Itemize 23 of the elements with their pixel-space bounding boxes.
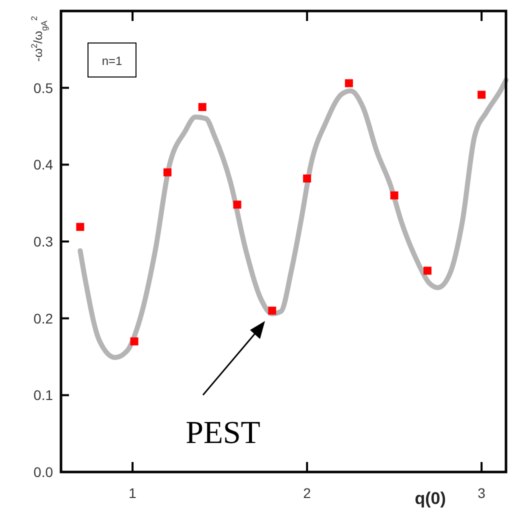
x-tick-label: 3 — [478, 485, 486, 501]
point — [303, 174, 312, 182]
y-tick-label: 0.2 — [34, 310, 54, 326]
y-tick-label: 0.0 — [34, 464, 54, 480]
point — [344, 79, 353, 88]
x-tick-label: 1 — [128, 485, 137, 501]
y-tick-label: 0.1 — [34, 387, 54, 404]
point — [163, 168, 172, 176]
x-tick-label: 2 — [303, 485, 312, 501]
x-axis-title: q(0) — [414, 489, 446, 508]
annotation: PEST — [186, 414, 261, 450]
annotation: n=1 — [102, 54, 122, 68]
y-tick-label: 0.3 — [34, 234, 54, 250]
point — [268, 306, 276, 315]
point — [390, 191, 398, 200]
point — [198, 103, 206, 112]
y-tick-label: 0.5 — [34, 80, 54, 96]
point — [233, 200, 242, 209]
point — [478, 90, 486, 99]
point — [423, 266, 432, 275]
point — [76, 222, 84, 231]
y-tick-label: 0.4 — [34, 156, 54, 173]
point — [130, 337, 138, 346]
